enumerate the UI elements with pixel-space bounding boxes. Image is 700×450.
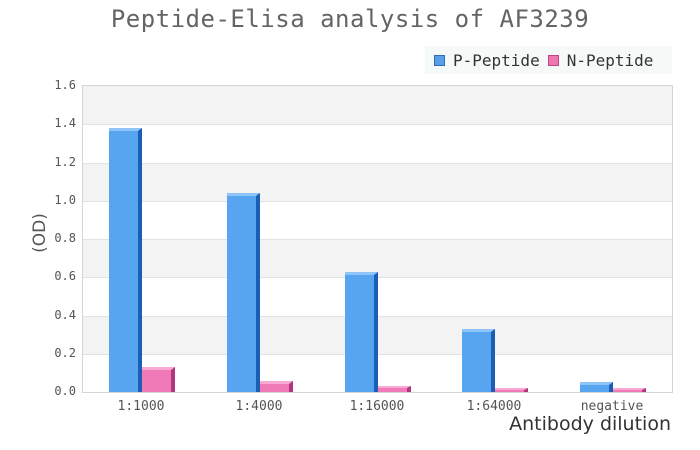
bar-p-peptide-1-1000 (109, 128, 142, 392)
grid-band (83, 124, 672, 163)
bar-n-peptide-1-64000 (495, 388, 528, 392)
y-tick-label: 0.8 (54, 231, 76, 245)
gridline (83, 163, 672, 164)
legend-item-p-peptide[interactable]: P-Peptide (434, 51, 540, 70)
y-tick-label: 1.0 (54, 193, 76, 207)
x-tick-label-1-64000: 1:64000 (466, 399, 522, 414)
bar-p-peptide-1-64000 (462, 329, 495, 392)
y-tick-label: 0.0 (54, 384, 76, 398)
bar-p-peptide-1-16000 (345, 272, 378, 392)
grid-band (83, 200, 672, 239)
bar-n-peptide-negative (613, 388, 646, 392)
grid-band (83, 86, 672, 125)
legend-swatch-n-peptide-icon (547, 54, 559, 66)
gridline (83, 201, 672, 202)
y-tick-label: 1.2 (54, 155, 76, 169)
y-tick-label: 1.6 (54, 78, 76, 92)
y-tick-label: 1.4 (54, 116, 76, 130)
plot-area (82, 85, 673, 393)
legend: P-Peptide N-Peptide (425, 46, 672, 74)
bar-n-peptide-1-1000 (142, 367, 175, 392)
x-tick-label-negative: negative (580, 399, 644, 414)
x-axis-title: Antibody dilution (509, 413, 671, 435)
x-tick-label-1-1000: 1:1000 (117, 399, 165, 414)
legend-label-n-peptide: N-Peptide (566, 50, 654, 70)
x-tick-label-1-4000: 1:4000 (235, 399, 283, 414)
bar-n-peptide-1-16000 (378, 386, 411, 392)
bar-p-peptide-1-4000 (227, 193, 260, 392)
gridline (83, 239, 672, 240)
y-tick-label: 0.2 (54, 346, 76, 360)
y-tick-label: 0.4 (54, 308, 76, 322)
bar-p-peptide-negative (580, 382, 613, 392)
bar-n-peptide-1-4000 (260, 381, 293, 392)
gridline (83, 124, 672, 125)
x-tick-label-1-16000: 1:16000 (349, 399, 405, 414)
chart-title: Peptide-Elisa analysis of AF3239 (110, 5, 590, 33)
y-tick-label: 0.6 (54, 269, 76, 283)
grid-band (83, 239, 672, 278)
legend-label-p-peptide: P-Peptide (453, 50, 540, 70)
grid-band (83, 162, 672, 201)
legend-swatch-p-peptide-icon (434, 54, 445, 66)
legend-item-n-peptide[interactable]: N-Peptide (547, 50, 654, 70)
